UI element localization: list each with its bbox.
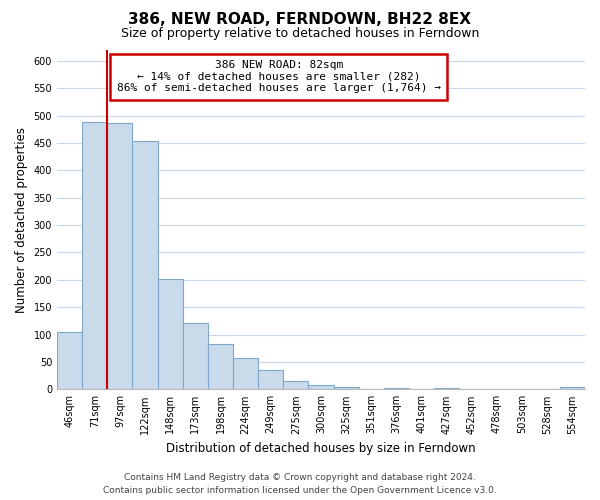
Bar bbox=[82, 122, 107, 390]
Text: 386 NEW ROAD: 82sqm
← 14% of detached houses are smaller (282)
86% of semi-detac: 386 NEW ROAD: 82sqm ← 14% of detached ho… bbox=[117, 60, 441, 94]
Bar bbox=[183, 323, 208, 390]
Bar bbox=[208, 344, 233, 390]
Y-axis label: Number of detached properties: Number of detached properties bbox=[15, 126, 28, 312]
Bar bbox=[384, 388, 409, 390]
Bar bbox=[133, 142, 158, 390]
X-axis label: Distribution of detached houses by size in Ferndown: Distribution of detached houses by size … bbox=[166, 442, 476, 455]
Bar bbox=[158, 279, 183, 390]
Bar bbox=[434, 388, 459, 390]
Bar bbox=[233, 358, 258, 390]
Bar bbox=[560, 387, 585, 390]
Bar bbox=[334, 386, 359, 390]
Bar bbox=[57, 332, 82, 390]
Text: 386, NEW ROAD, FERNDOWN, BH22 8EX: 386, NEW ROAD, FERNDOWN, BH22 8EX bbox=[128, 12, 472, 28]
Bar bbox=[107, 123, 133, 390]
Bar bbox=[308, 385, 334, 390]
Text: Contains HM Land Registry data © Crown copyright and database right 2024.
Contai: Contains HM Land Registry data © Crown c… bbox=[103, 473, 497, 495]
Text: Size of property relative to detached houses in Ferndown: Size of property relative to detached ho… bbox=[121, 28, 479, 40]
Bar bbox=[258, 370, 283, 390]
Bar bbox=[283, 381, 308, 390]
